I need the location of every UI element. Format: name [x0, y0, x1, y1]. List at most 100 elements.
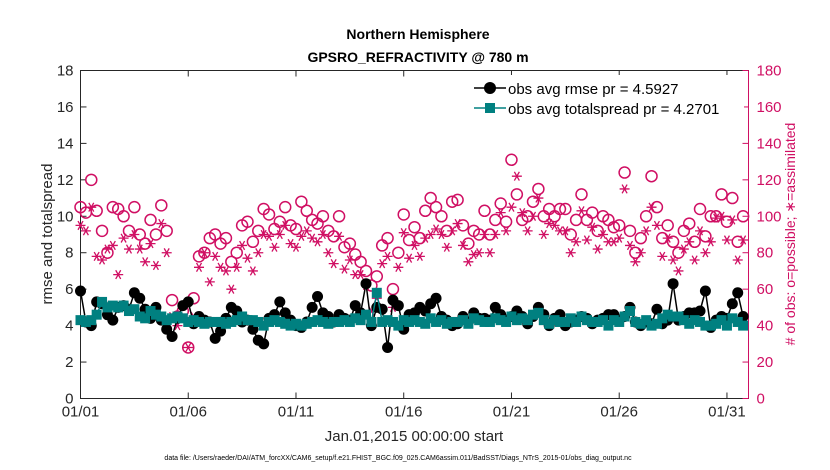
totalspread-point	[264, 316, 275, 327]
obs-possible-point	[586, 206, 599, 219]
obs-assimilated-point	[484, 248, 495, 258]
obs-possible-point	[672, 246, 685, 259]
y2-tick-label: 180	[757, 63, 782, 80]
totalspread-point	[673, 311, 684, 322]
obs-possible-point	[354, 255, 367, 269]
obs-assimilated-point	[538, 229, 549, 240]
obs-possible-point	[85, 173, 98, 187]
obs-possible-point	[397, 208, 410, 221]
totalspread-point	[409, 315, 420, 326]
totalspread-point	[172, 311, 183, 322]
obs-assimilated-point	[452, 218, 463, 229]
obs-assimilated-point	[231, 262, 242, 272]
obs-assimilated-point	[323, 248, 334, 258]
totalspread-point	[624, 306, 635, 317]
obs-assimilated-point	[80, 226, 91, 236]
totalspread-point	[75, 315, 86, 326]
obs-assimilated-point	[382, 251, 393, 262]
obs-assimilated-point	[641, 226, 652, 236]
obs-possible-point	[219, 231, 233, 245]
obs-assimilated-point	[339, 264, 350, 274]
obs-possible-point	[165, 293, 179, 307]
obs-assimilated-point	[296, 231, 307, 241]
obs-assimilated-point	[290, 242, 301, 252]
legend-rmse-label: obs avg rmse pr = 4.5927	[508, 81, 679, 98]
totalspread-point	[188, 315, 199, 326]
totalspread-point	[560, 316, 571, 327]
y2-tick-label: 0	[757, 391, 765, 408]
obs-possible-point	[478, 204, 491, 218]
obs-assimilated-point	[150, 260, 161, 271]
obs-possible-point	[208, 228, 222, 241]
totalspread-point	[204, 316, 215, 327]
obs-possible-point	[499, 215, 513, 228]
obs-possible-point	[456, 219, 470, 232]
obs-assimilated-point	[495, 207, 506, 218]
obs-assimilated-point	[398, 228, 409, 238]
obs-possible-point	[564, 228, 577, 241]
obs-assimilated-point	[668, 255, 679, 265]
obs-assimilated-point	[355, 269, 366, 280]
obs-assimilated-point	[592, 244, 603, 254]
obs-assimilated-point	[140, 257, 151, 267]
obs-assimilated-point	[237, 240, 248, 251]
obs-possible-point	[160, 224, 173, 238]
obs-assimilated-point	[161, 248, 172, 258]
x-axis-ticks: 01/01 01/06 01/11 01/16 01/21 01/26 01/31	[62, 70, 746, 421]
obs-assimilated-point	[517, 207, 528, 218]
rmse-point	[382, 341, 394, 353]
obs-assimilated-point	[576, 206, 587, 216]
obs-assimilated-point	[97, 255, 108, 265]
obs-possible-point	[230, 246, 243, 259]
obs-possible-point	[731, 235, 744, 249]
obs-possible-point	[198, 246, 211, 259]
totalspread-point	[134, 311, 145, 322]
rmse-point	[306, 301, 318, 313]
y-tick-label: 6	[65, 281, 73, 298]
obs-assimilated-point	[721, 235, 732, 245]
rmse-point	[392, 300, 404, 312]
totalspread-point	[700, 320, 711, 331]
chart-title: Northern Hemisphere	[346, 26, 489, 42]
totalspread-point	[511, 315, 522, 326]
obs-possible-point	[510, 188, 524, 201]
totalspread-point	[474, 315, 485, 326]
obs-assimilated-point	[113, 269, 124, 280]
x-axis-label: Jan.01,2015 00:00:00 start	[325, 428, 504, 445]
obs-possible-point	[370, 270, 384, 283]
totalspread-point	[382, 315, 393, 326]
totalspread-point	[398, 315, 409, 326]
obs-possible-point	[300, 204, 314, 218]
obs-assimilated-point	[630, 257, 641, 267]
totalspread-point	[614, 316, 625, 327]
obs-possible-point	[262, 208, 276, 221]
totalspread-point	[689, 315, 700, 326]
obs-assimilated-point	[732, 255, 743, 265]
obs-assimilated-point	[624, 240, 635, 251]
obs-possible-point	[295, 195, 308, 208]
obs-assimilated-point	[673, 266, 684, 276]
obs-assimilated-point	[651, 220, 662, 231]
obs-assimilated-point	[301, 226, 312, 236]
y2-tick-label: 60	[757, 281, 774, 298]
obs-possible-point	[532, 182, 545, 196]
y2-tick-label: 40	[757, 318, 774, 335]
totalspread-point	[113, 302, 124, 313]
obs-assimilated-point	[581, 235, 592, 245]
totalspread-point	[80, 316, 91, 327]
totalspread-point	[738, 320, 749, 331]
totalspread-point	[538, 315, 549, 326]
totalspread-point	[528, 309, 539, 320]
obs-assimilated-point	[501, 226, 512, 236]
obs-assimilated-point	[220, 266, 231, 276]
totalspread-point	[479, 316, 490, 327]
obs-assimilated-point	[522, 226, 533, 236]
obs-possible-point	[623, 224, 637, 238]
obs-possible-point	[591, 224, 604, 238]
y2-tick-label: 140	[757, 135, 782, 152]
obs-assimilated-point	[662, 233, 673, 243]
obs-assimilated-point	[409, 240, 420, 251]
totalspread-point	[641, 315, 652, 326]
x-tick-label: 01/31	[708, 404, 746, 421]
obs-possible-point	[435, 210, 448, 223]
